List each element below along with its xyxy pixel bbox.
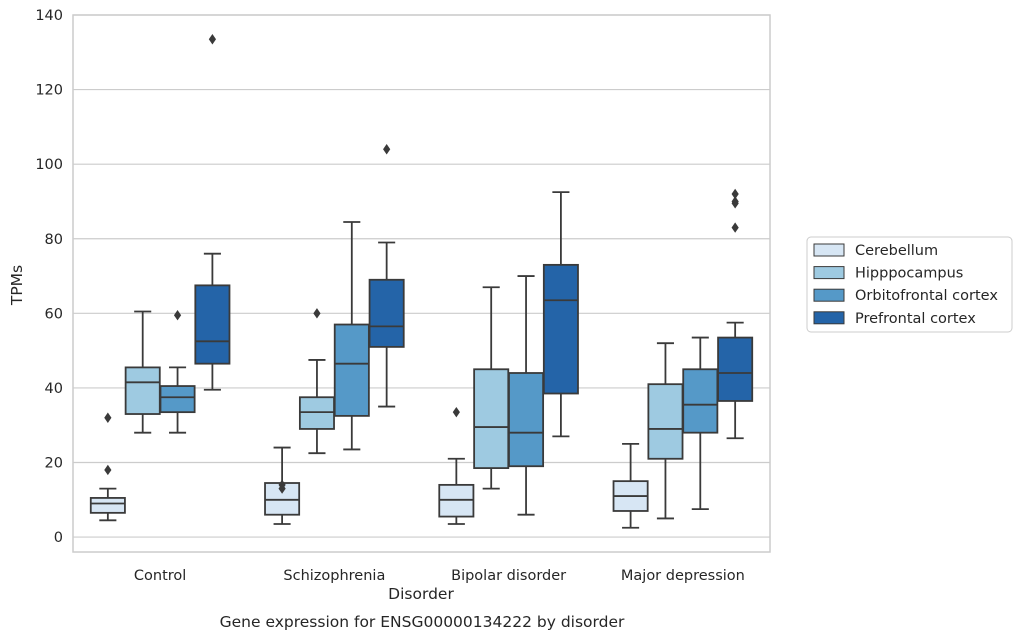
iqr-box: [298, 396, 335, 430]
y-tick-label: 140: [35, 8, 63, 24]
x-tick-label: Major depression: [621, 568, 745, 584]
iqr-box: [542, 263, 579, 395]
box-orbitofrontal-cortex: [159, 309, 196, 434]
legend-swatch: [813, 266, 845, 280]
box-prefrontal-cortex: [194, 34, 231, 391]
legend-label: Cerebellum: [855, 243, 938, 259]
legend-label: Orbitofrontal cortex: [855, 288, 998, 304]
box-orbitofrontal-cortex: [333, 221, 370, 451]
y-tick-label: 20: [45, 456, 63, 472]
box-cerebellum: [612, 442, 649, 529]
legend-label: Hipppocampus: [855, 266, 963, 282]
legend-swatch: [813, 288, 845, 302]
x-tick-label: Control: [134, 568, 186, 584]
box-cerebellum: [438, 406, 475, 525]
box-prefrontal-cortex: [368, 144, 405, 408]
box-layer: [89, 34, 754, 529]
outlier-point: [731, 188, 739, 200]
outlier-point: [104, 412, 112, 423]
plot-frame: [72, 14, 771, 553]
outlier-point: [208, 34, 216, 45]
iqr-box: [508, 372, 545, 468]
box-hipppocampus: [473, 286, 510, 490]
outlier-point: [731, 196, 739, 207]
legend: Cerebellum Hipppocampus Orbitofrontal cort…: [806, 236, 1013, 333]
outlier-point: [452, 406, 460, 418]
outlier-point: [173, 309, 182, 321]
box-prefrontal-cortex: [717, 188, 754, 440]
iqr-box: [717, 336, 754, 402]
legend-frame: [806, 236, 1013, 333]
chart-caption: Gene expression for ENSG00000134222 by d…: [220, 613, 625, 631]
legend-swatch: [813, 311, 845, 325]
x-tick-label: Bipolar disorder: [451, 568, 566, 584]
tick-labels: 0 20 40 60 80 100 120 140 Control Schizophrenia Bi…: [35, 8, 745, 584]
iqr-box: [368, 278, 405, 348]
y-tick-label: 120: [35, 83, 63, 99]
iqr-box: [194, 284, 231, 365]
y-tick-label: 0: [54, 530, 63, 546]
box-hipppocampus: [298, 308, 335, 455]
outlier-point: [104, 464, 112, 476]
box-hipppocampus: [647, 342, 684, 520]
y-tick-label: 100: [35, 157, 63, 173]
outlier-point: [731, 222, 739, 233]
outlier-point: [278, 479, 286, 491]
iqr-box: [438, 483, 475, 518]
iqr-box: [682, 368, 719, 434]
y-axis-label: TPMs: [8, 265, 26, 306]
iqr-box: [333, 323, 370, 417]
box-cerebellum: [264, 446, 301, 525]
iqr-box: [647, 383, 684, 460]
iqr-box: [89, 497, 126, 514]
x-axis-label: Disorder: [388, 585, 454, 603]
outlier-point: [383, 144, 391, 155]
outlier-point: [313, 308, 321, 319]
box-hipppocampus: [124, 310, 161, 434]
iqr-box: [124, 366, 161, 415]
box-orbitofrontal-cortex: [682, 336, 719, 511]
box-orbitofrontal-cortex: [508, 275, 545, 516]
y-tick-label: 80: [45, 232, 63, 248]
legend-label: Prefrontal cortex: [855, 311, 976, 327]
iqr-box: [159, 385, 196, 414]
x-tick-label: Schizophrenia: [283, 568, 385, 584]
legend-swatch: [813, 243, 845, 257]
box-prefrontal-cortex: [542, 191, 579, 438]
box-cerebellum: [89, 412, 126, 522]
iqr-box: [473, 368, 510, 469]
y-tick-label: 40: [45, 381, 63, 397]
y-tick-label: 60: [45, 306, 63, 322]
